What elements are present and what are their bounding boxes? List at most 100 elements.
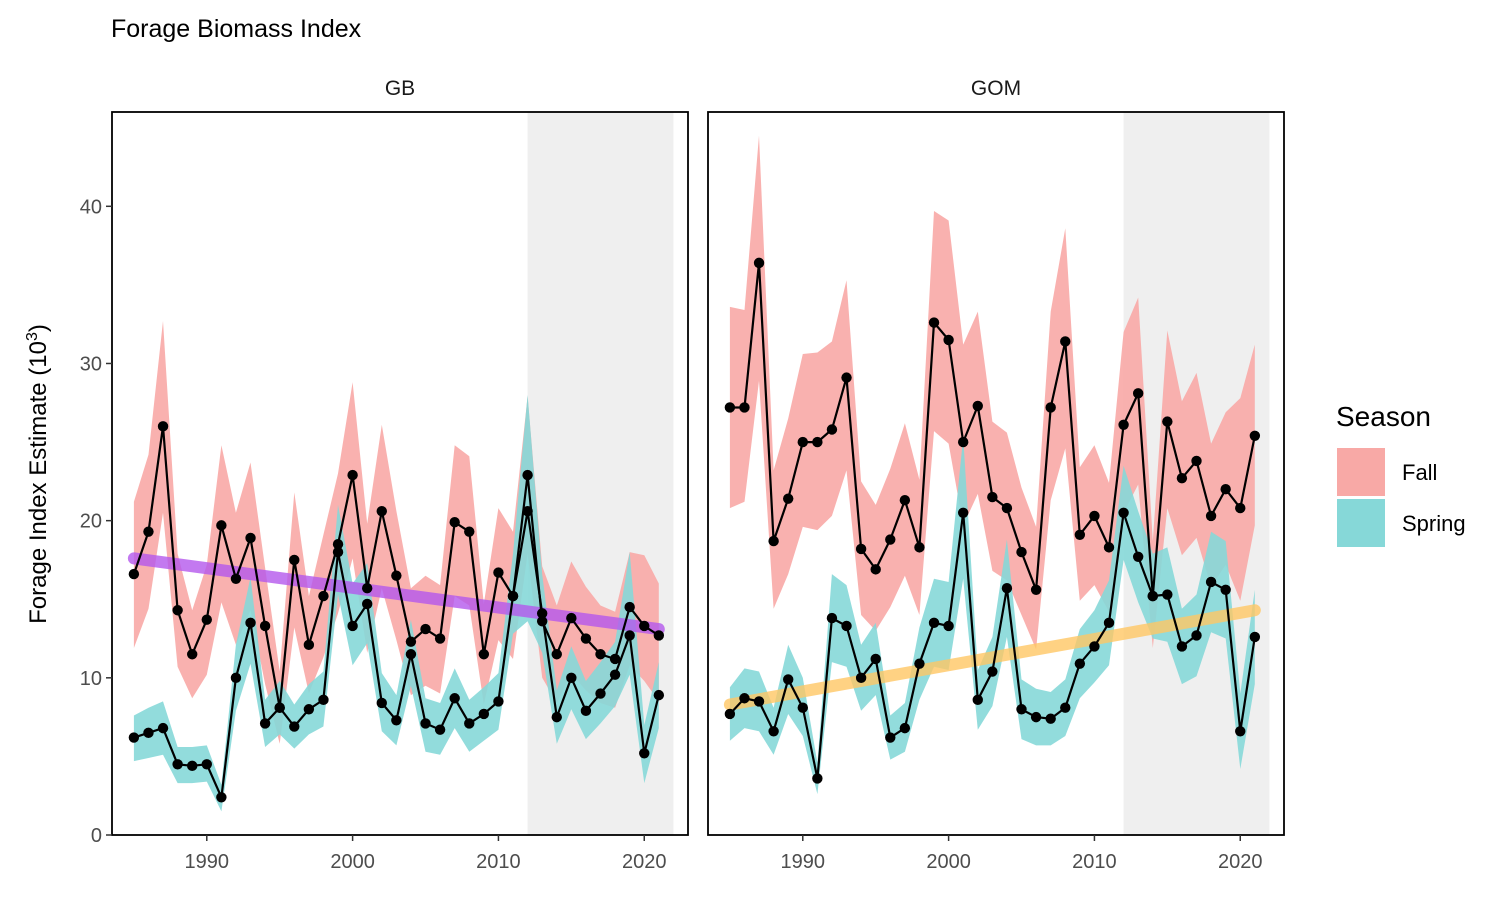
data-point-gb-spring-1998	[318, 694, 329, 706]
y-tick-label-30: 30	[80, 353, 102, 375]
data-point-gb-fall-1999	[332, 539, 344, 550]
x-tick-label-gom-2020: 2020	[1218, 851, 1263, 873]
data-point-gb-spring-2018	[609, 669, 621, 680]
y-tick-label-0: 0	[91, 825, 102, 847]
data-point-gb-fall-2012	[522, 469, 533, 481]
data-point-gb-fall-2005	[420, 623, 431, 635]
data-point-gom-spring-1992	[826, 612, 838, 624]
data-point-gom-fall-2011	[1103, 542, 1115, 553]
data-point-gom-fall-1993	[841, 372, 852, 383]
data-point-gom-fall-2002	[972, 400, 983, 412]
data-point-gom-fall-2016	[1176, 473, 1188, 484]
data-point-gom-spring-2020	[1235, 726, 1246, 737]
data-point-gb-spring-2001	[361, 598, 373, 610]
data-point-gb-spring-2006	[434, 724, 446, 735]
data-point-gb-spring-1987	[157, 722, 169, 734]
y-axis-label-main: Forage Index Estimate (10	[25, 341, 52, 624]
data-point-gom-fall-1985	[724, 402, 736, 413]
data-point-gb-spring-2010	[493, 696, 504, 707]
data-point-gom-fall-1999	[928, 317, 940, 328]
data-point-gom-fall-2003	[987, 491, 998, 503]
data-point-gom-fall-1988	[768, 535, 779, 547]
data-point-gom-fall-1990	[797, 436, 808, 448]
data-point-gom-spring-2009	[1074, 658, 1086, 669]
legend: Season Fall Spring	[1336, 401, 1466, 547]
data-point-gom-spring-1988	[768, 726, 779, 737]
data-point-gom-spring-1999	[928, 617, 940, 629]
data-point-gb-fall-1988	[172, 605, 183, 616]
data-point-gom-fall-2000	[943, 334, 954, 346]
data-point-gom-spring-2013	[1132, 551, 1144, 563]
data-point-gb-spring-2014	[551, 711, 562, 723]
panel-border-gb	[111, 111, 689, 836]
data-point-gb-fall-1991	[216, 520, 227, 531]
panel-gb: GB 1990 2000 2010 2020 0 10 20 30 40	[80, 77, 689, 873]
data-point-gom-fall-2019	[1220, 484, 1231, 495]
data-point-gb-spring-1991	[216, 792, 227, 803]
data-point-gb-fall-1997	[303, 639, 315, 651]
data-point-gb-fall-2010	[493, 567, 504, 578]
data-point-gom-spring-2012	[1118, 507, 1129, 518]
data-point-gom-fall-1995	[870, 564, 881, 575]
data-point-gb-spring-2004	[405, 649, 417, 660]
x-tick-label-gb-2000: 2000	[330, 851, 375, 873]
data-point-gom-spring-2006	[1030, 711, 1042, 723]
data-point-gom-fall-1986	[739, 402, 750, 413]
x-tick-label-gb-2010: 2010	[476, 851, 521, 873]
data-point-gb-spring-2019	[624, 630, 635, 641]
data-point-gom-spring-2016	[1176, 641, 1188, 652]
data-point-gb-fall-2019	[624, 601, 635, 613]
data-point-gb-fall-1986	[143, 526, 154, 537]
data-point-gb-spring-1993	[245, 617, 256, 629]
data-point-gb-spring-2012	[522, 506, 533, 517]
data-point-gom-spring-2007	[1045, 713, 1056, 724]
data-point-gom-fall-2012	[1118, 419, 1129, 430]
data-point-gom-spring-2002	[972, 694, 983, 706]
data-point-gb-fall-2001	[361, 583, 373, 594]
data-point-gom-spring-2003	[987, 666, 998, 677]
data-point-gom-fall-2005	[1016, 546, 1027, 558]
data-point-gom-spring-1998	[914, 658, 925, 669]
data-point-gb-spring-2009	[478, 708, 490, 720]
data-point-gb-spring-1985	[128, 732, 140, 743]
data-point-gom-fall-1997	[899, 495, 911, 506]
data-point-gom-fall-1996	[885, 534, 896, 545]
data-point-gom-fall-2004	[1001, 502, 1013, 514]
data-point-gb-fall-2002	[376, 506, 387, 517]
data-point-gb-fall-1994	[259, 620, 271, 632]
data-point-gb-fall-2008	[464, 526, 475, 537]
data-point-gom-fall-1987	[753, 257, 765, 269]
data-point-gom-fall-1994	[855, 543, 867, 555]
y-tick-label-40: 40	[80, 196, 102, 218]
panel-border-gom	[707, 111, 1285, 836]
panel-gom: GOM 1990 2000 2010 2020	[707, 77, 1285, 873]
data-point-gb-spring-1988	[172, 759, 183, 770]
data-point-gb-spring-1996	[289, 721, 300, 732]
legend-title: Season	[1336, 401, 1431, 432]
data-point-gom-spring-1996	[885, 732, 896, 743]
data-point-gom-spring-1986	[739, 693, 750, 704]
data-point-gb-fall-2017	[595, 649, 606, 660]
data-point-gb-spring-2013	[536, 608, 548, 619]
data-point-gom-fall-2008	[1060, 336, 1071, 347]
legend-label-fall: Fall	[1402, 460, 1437, 485]
data-point-gb-spring-2008	[464, 718, 475, 729]
data-point-gb-spring-1999	[332, 546, 344, 558]
data-point-gb-spring-1989	[187, 760, 198, 772]
data-point-gom-spring-1995	[870, 653, 881, 665]
data-point-gom-spring-1987	[753, 696, 765, 707]
data-point-gb-spring-2017	[595, 688, 606, 699]
data-point-gb-spring-1990	[201, 759, 212, 770]
data-point-gb-spring-2007	[449, 693, 460, 704]
data-point-gom-spring-2001	[957, 507, 969, 518]
data-point-gb-fall-2016	[580, 633, 592, 644]
x-tick-label-gb-2020: 2020	[622, 851, 667, 873]
x-tick-label-gom-1990: 1990	[781, 851, 826, 873]
data-point-gom-fall-1998	[914, 542, 925, 553]
data-point-gb-spring-2021	[653, 689, 665, 701]
data-point-gb-spring-1995	[274, 702, 285, 713]
data-point-gom-spring-2000	[943, 620, 954, 632]
data-point-gom-fall-2020	[1235, 502, 1246, 514]
data-point-gom-spring-2014	[1147, 590, 1158, 602]
data-point-gb-fall-2018	[609, 653, 621, 665]
